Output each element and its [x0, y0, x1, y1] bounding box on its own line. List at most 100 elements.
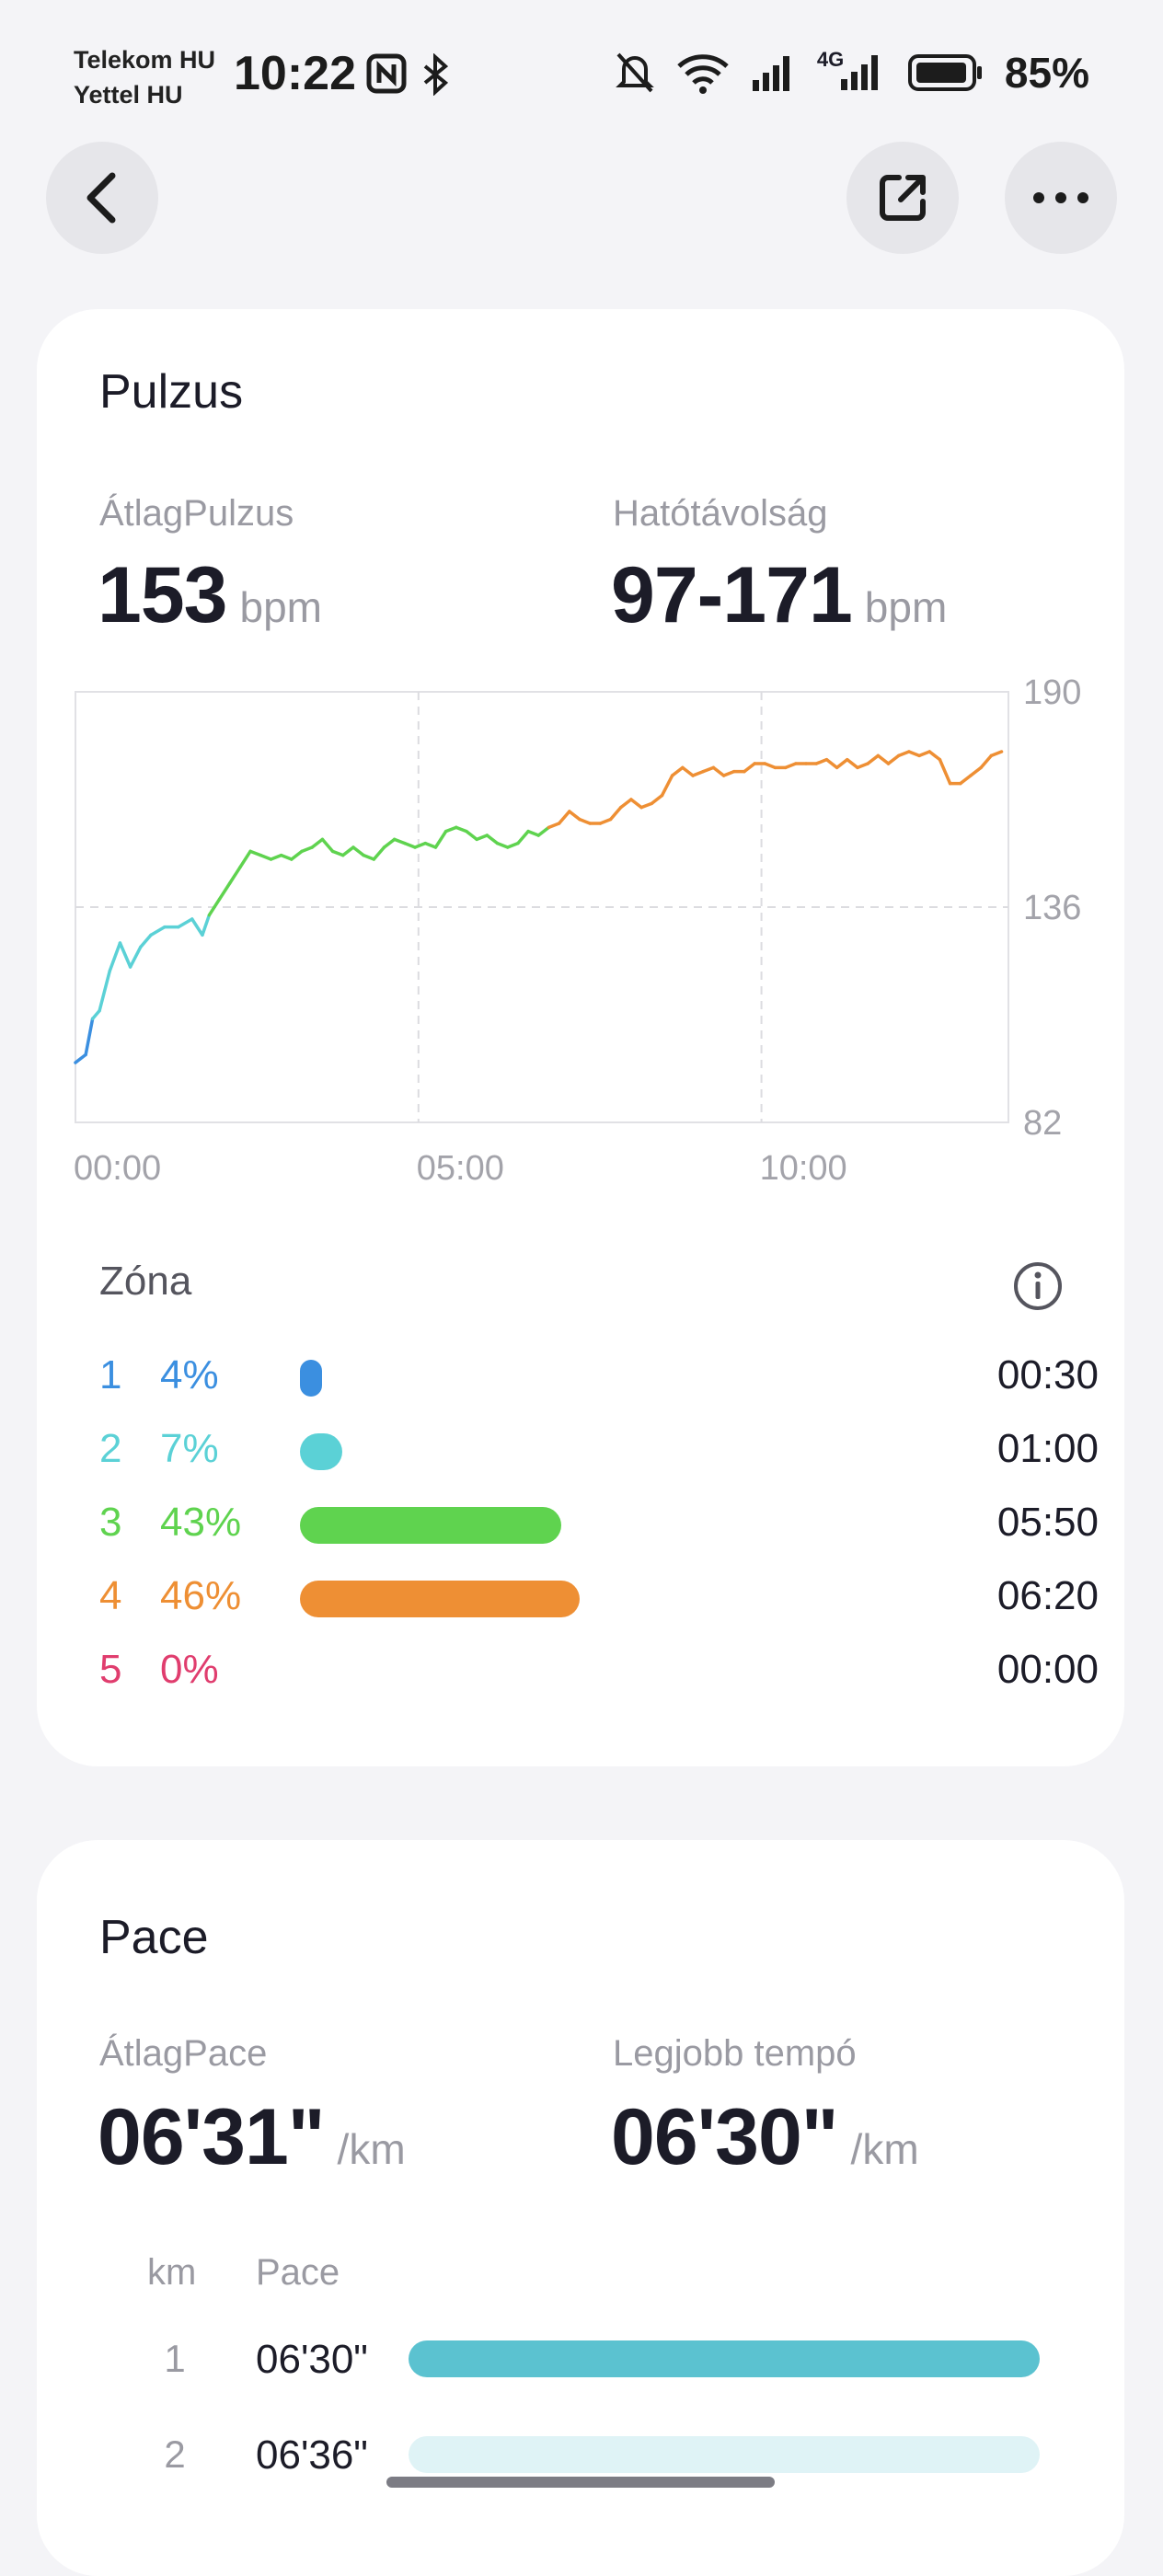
best-pace-unit: /km — [850, 2125, 919, 2173]
bell-muted-icon — [616, 52, 654, 93]
hr-line-segment — [959, 774, 973, 786]
hr-line-segment — [74, 1052, 87, 1064]
network-label: 4G — [816, 48, 845, 71]
avg-hr-label: ÁtlagPulzus — [99, 493, 294, 534]
heart-rate-title: Pulzus — [99, 365, 244, 419]
hr-line-segment — [856, 762, 869, 770]
hr-range-label: Hatótávolság — [613, 493, 828, 534]
x-tick-label: 10:00 — [760, 1149, 847, 1188]
pace-bar — [409, 2436, 1040, 2473]
hr-line-segment — [536, 825, 551, 837]
nfc-icon — [366, 53, 407, 94]
y-tick-label: 136 — [1023, 889, 1081, 927]
hr-line-segment — [639, 801, 654, 810]
zone-number: 3 — [99, 1500, 122, 1545]
hr-line-segment — [485, 834, 500, 845]
hr-range-value: 97-171 bpm — [611, 550, 947, 641]
hr-line-segment — [526, 829, 541, 837]
hr-line-segment — [866, 753, 881, 765]
hr-line-segment — [907, 750, 921, 758]
share-button[interactable] — [846, 142, 959, 254]
zone-percent: 46% — [160, 1573, 242, 1618]
hr-line-segment — [691, 769, 705, 777]
hr-line-segment — [650, 793, 664, 806]
battery-icon — [907, 54, 982, 91]
hr-line-segment — [362, 853, 376, 861]
hr-line-segment — [269, 853, 283, 861]
pace-km: 2 — [164, 2432, 186, 2476]
zone-number: 1 — [99, 1352, 122, 1397]
bluetooth-icon — [423, 53, 449, 96]
hr-line-segment — [969, 765, 983, 777]
carrier-2: Yettel HU — [74, 81, 183, 109]
hr-line-segment — [660, 774, 674, 798]
hr-line-segment — [90, 1008, 101, 1021]
hr-range-number: 97-171 — [611, 551, 853, 639]
zone-row-1: 1 4% 00:30 — [99, 1347, 1099, 1402]
zone-bar — [300, 1507, 561, 1544]
zone-percent: 43% — [160, 1500, 242, 1545]
pace-title: Pace — [99, 1911, 209, 1964]
hr-line-segment — [835, 757, 849, 770]
zone-title: Zóna — [99, 1259, 192, 1304]
home-indicator[interactable] — [386, 2477, 775, 2488]
hr-line-segment — [341, 845, 355, 857]
zone-number: 5 — [99, 1647, 122, 1692]
hr-line-segment — [201, 913, 212, 937]
signal-icon-2 — [840, 55, 878, 90]
hr-line-segment — [979, 753, 994, 770]
hr-line-segment — [711, 765, 726, 777]
hr-line-segment — [846, 757, 859, 770]
pace-value: 06'30" — [256, 2337, 368, 2382]
zone-time: 06:20 — [996, 1573, 1099, 1618]
external-link-icon — [880, 175, 926, 221]
zone-row-2: 2 7% 01:00 — [99, 1420, 1099, 1476]
zone-number: 2 — [99, 1426, 122, 1471]
hr-line-segment — [763, 762, 777, 770]
hr-line-segment — [814, 757, 829, 765]
hr-line-segment — [927, 750, 942, 762]
hr-line-segment — [917, 750, 932, 758]
hr-line-segment — [108, 941, 122, 973]
more-button[interactable] — [1005, 142, 1117, 254]
hr-line-segment — [248, 849, 263, 857]
hr-line-segment — [495, 841, 510, 849]
hr-line-segment — [721, 769, 736, 777]
hr-line-segment — [516, 829, 530, 845]
signal-icon — [752, 56, 789, 91]
hr-line-segment — [238, 849, 252, 869]
hr-line-segment — [128, 945, 143, 969]
back-button[interactable] — [46, 142, 158, 254]
hr-line-segment — [351, 845, 365, 857]
hr-line-segment — [433, 829, 448, 849]
avg-hr-number: 153 — [98, 551, 227, 639]
zone-time: 01:00 — [996, 1426, 1099, 1471]
pace-km: 1 — [164, 2337, 186, 2380]
hr-line-segment — [372, 845, 386, 861]
status-icons: 4G 85% — [615, 48, 1089, 98]
zone-time: 00:30 — [996, 1352, 1099, 1397]
hr-line-segment — [938, 757, 952, 786]
chevron-left-icon — [86, 172, 116, 224]
y-tick-label: 82 — [1023, 1104, 1062, 1143]
hr-line-segment — [139, 933, 153, 949]
hr-line-segment — [681, 765, 695, 777]
hr-line-segment — [300, 845, 314, 854]
hr-line-segment — [886, 753, 901, 765]
hr-line-segment — [413, 841, 427, 849]
zone-row-4: 4 46% 06:20 — [99, 1568, 1099, 1623]
hr-line-segment — [279, 853, 294, 861]
hr-line-segment — [382, 837, 397, 849]
heart-rate-chart: 190 136 82 00:00 05:00 10:00 — [74, 673, 1081, 1188]
pace-bar — [409, 2340, 1040, 2377]
hr-line-segment — [578, 817, 592, 825]
hr-line-segment — [149, 925, 167, 937]
hr-line-segment — [443, 825, 458, 834]
zone-time: 00:00 — [996, 1647, 1099, 1692]
info-icon[interactable] — [1012, 1260, 1064, 1312]
zone-number: 4 — [99, 1573, 122, 1618]
hr-line-segment — [505, 841, 520, 849]
hr-line-segment — [989, 750, 1004, 758]
avg-pace-number: 06'31" — [98, 2093, 326, 2181]
hr-line-segment — [568, 810, 582, 822]
